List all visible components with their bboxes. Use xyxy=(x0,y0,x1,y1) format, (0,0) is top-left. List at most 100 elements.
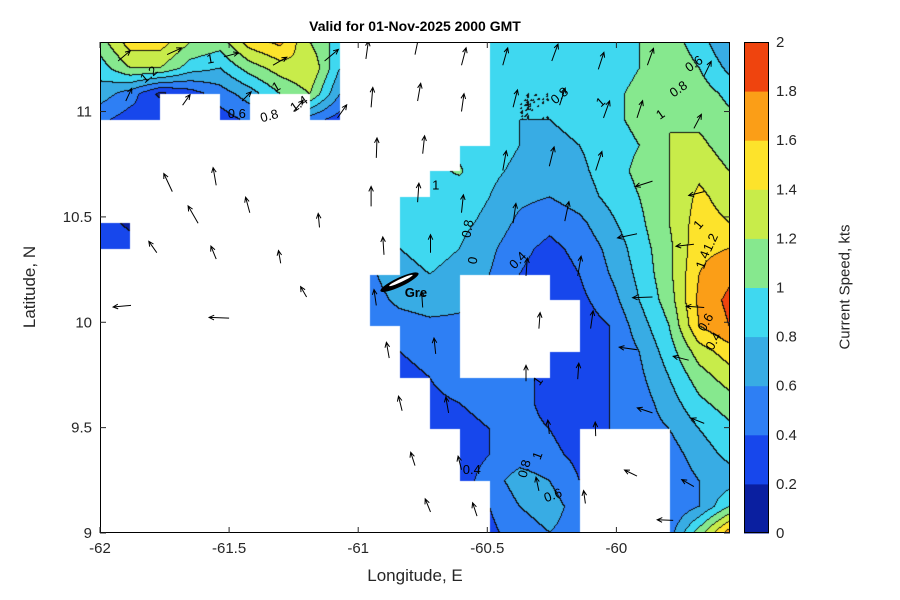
current-arrow xyxy=(471,501,478,517)
current-arrow xyxy=(512,88,519,108)
y-tick-label: 9.5 xyxy=(71,420,92,437)
current-arrow xyxy=(424,497,431,513)
current-arrow xyxy=(409,451,416,466)
current-arrow xyxy=(421,134,427,154)
current-arrow xyxy=(512,202,518,224)
colorbar-tick-label: 1.4 xyxy=(776,181,797,198)
island-label: Gre xyxy=(405,285,427,300)
current-arrow xyxy=(536,311,543,329)
current-arrow xyxy=(460,92,467,112)
contour-label: 0.8 xyxy=(259,106,280,125)
current-arrow xyxy=(315,212,322,228)
current-arrow xyxy=(523,364,529,382)
current-arrow xyxy=(443,395,450,413)
current-arrow xyxy=(223,51,240,58)
current-arrow xyxy=(581,489,588,504)
current-arrow xyxy=(148,240,158,253)
x-tick-label: -61 xyxy=(347,540,369,557)
current-arrow xyxy=(502,149,509,171)
contour-label: 0.6 xyxy=(682,52,705,75)
x-tick-label: -60.5 xyxy=(470,540,504,557)
colorbar-band xyxy=(744,287,769,338)
current-arrow xyxy=(595,150,604,171)
contour-label: 1.2 xyxy=(700,231,721,254)
current-arrow xyxy=(117,49,132,62)
current-arrow xyxy=(241,90,253,102)
colorbar-tick-label: 2 xyxy=(776,34,784,51)
contour-label: 0.4 xyxy=(463,462,481,477)
colorbar-tick-label: 1.6 xyxy=(776,132,797,149)
current-arrow xyxy=(603,99,611,119)
current-arrow xyxy=(524,256,530,276)
current-arrow xyxy=(577,255,584,276)
current-arrow xyxy=(163,172,173,192)
island-gre xyxy=(380,272,419,292)
current-arrow xyxy=(656,517,674,523)
contour-label: 0.6 xyxy=(228,106,246,121)
contour-label: 0.8 xyxy=(548,84,571,107)
current-arrow xyxy=(293,99,305,112)
plot-title: Valid for 01-Nov-2025 2000 GMT xyxy=(309,18,521,34)
current-arrow xyxy=(502,46,510,66)
current-arrow xyxy=(575,362,582,380)
current-arrow xyxy=(461,46,468,66)
contour-label: 0.8 xyxy=(667,78,690,101)
current-arrow xyxy=(384,341,391,359)
contour-label: 0.6 xyxy=(694,311,716,334)
contour-label: 1 xyxy=(432,178,439,193)
contour-label: 1 xyxy=(269,78,283,95)
current-arrow xyxy=(182,93,191,106)
colorbar-label: Current Speed, kts xyxy=(836,224,854,350)
current-arrow xyxy=(187,204,199,224)
contour-label: 1 xyxy=(530,374,546,389)
current-arrow xyxy=(559,86,567,106)
y-tick-label: 11 xyxy=(76,104,92,121)
colorbar-band xyxy=(744,238,769,288)
contour-label: 1 xyxy=(593,94,608,110)
colorbar-tick-label: 1.8 xyxy=(776,83,797,100)
contour-label: 0.4 xyxy=(506,248,529,271)
current-arrow xyxy=(456,455,462,470)
current-arrow xyxy=(460,193,466,213)
current-arrow xyxy=(618,345,638,351)
y-tick-label: 10.5 xyxy=(63,209,92,226)
current-arrow xyxy=(300,285,308,298)
axis-box xyxy=(100,42,730,533)
contour-label: 1 xyxy=(529,450,546,462)
current-arrow xyxy=(415,182,422,203)
current-arrow xyxy=(646,47,655,66)
contour-label: 1 xyxy=(205,51,215,67)
colorbar-band xyxy=(744,336,769,387)
contour-label: 1 xyxy=(653,106,668,122)
y-tick-label: 10 xyxy=(75,314,92,331)
current-arrow xyxy=(380,235,386,255)
current-arrow xyxy=(371,288,378,306)
contour-label: 0 xyxy=(465,256,481,266)
colorbar-band xyxy=(744,189,769,239)
colorbar-band xyxy=(744,42,769,92)
colorbar-band xyxy=(744,91,769,141)
current-arrow xyxy=(365,42,371,59)
current-arrow xyxy=(368,185,374,207)
current-arrow xyxy=(680,479,695,488)
current-arrow xyxy=(693,113,702,129)
contour-label: 0.8 xyxy=(458,219,476,239)
current-arrow xyxy=(636,406,653,414)
contour-label: 0.6 xyxy=(542,485,564,505)
contour-label: 1.2 xyxy=(137,63,160,86)
current-arrow xyxy=(597,51,606,70)
current-arrow xyxy=(548,145,556,167)
contour-label: 1 xyxy=(690,217,706,232)
current-arrow xyxy=(592,420,599,437)
current-arrow xyxy=(703,60,712,76)
current-arrow xyxy=(396,395,403,411)
current-arrow xyxy=(414,42,421,55)
current-arrow xyxy=(207,314,230,321)
current-arrow xyxy=(690,417,705,424)
current-arrow xyxy=(431,336,438,354)
contour-label: 1.4 xyxy=(287,92,310,115)
current-arrow xyxy=(244,196,251,213)
